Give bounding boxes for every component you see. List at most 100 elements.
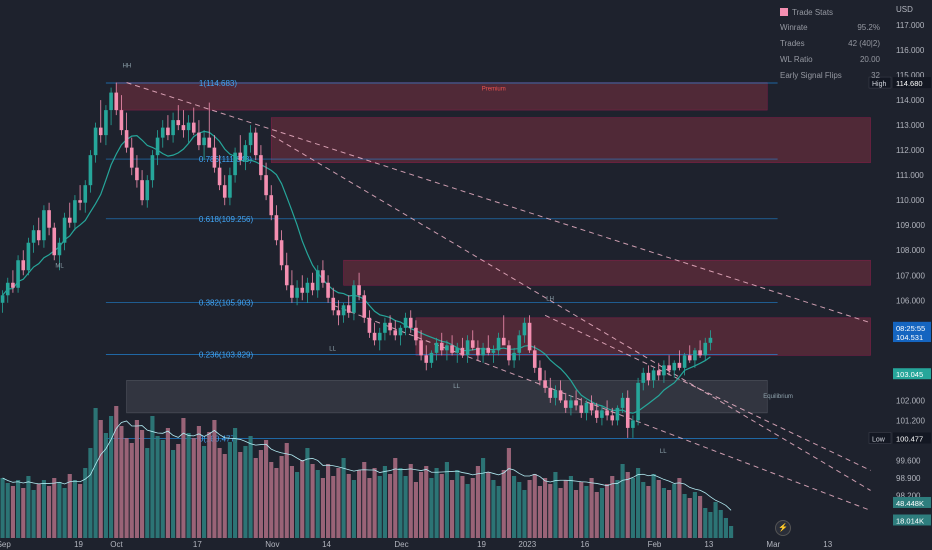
candle-body — [124, 130, 129, 148]
candle-body — [341, 305, 346, 316]
candle-body — [171, 120, 175, 136]
volume-bar — [83, 468, 88, 538]
stat-row-trades: Trades 42 (40|2) — [780, 36, 880, 52]
candle-body — [305, 282, 310, 293]
candle-body — [346, 305, 351, 313]
fib-label-4: 0.236(103.829) — [199, 351, 254, 360]
volume-bar — [661, 488, 666, 538]
volume-bar — [677, 478, 682, 538]
volume-bar — [403, 476, 408, 538]
price-tick-label: 98.900 — [896, 474, 921, 483]
volume-bar — [171, 450, 176, 538]
zone-0 — [115, 82, 768, 111]
zone-1 — [270, 117, 871, 163]
volume-bar — [186, 433, 191, 538]
candle-body — [677, 362, 682, 368]
volume-bar — [305, 448, 310, 538]
candle-body — [605, 410, 609, 416]
candle-body — [222, 185, 227, 198]
badge-tag — [868, 432, 892, 444]
candle-body — [543, 380, 547, 388]
candle-body — [512, 352, 516, 361]
volume-bar — [295, 472, 300, 538]
price-tick-label: 107.000 — [896, 271, 925, 280]
stat-value: 42 (40|2) — [848, 39, 880, 48]
candle-body — [119, 110, 124, 131]
price-tick-label: 99.600 — [896, 456, 921, 465]
candle-body — [450, 345, 454, 353]
candle-body — [253, 132, 258, 156]
candle-body — [414, 327, 418, 341]
ma-line — [2, 130, 711, 414]
badge-value: 100.477 — [896, 434, 923, 443]
candle-body — [135, 167, 139, 181]
candle-body — [465, 340, 470, 356]
volume-bar — [558, 488, 563, 538]
stat-row-winrate: Winrate 95.2% — [780, 20, 880, 36]
candle-body — [57, 242, 62, 256]
volume-bar — [196, 426, 201, 538]
time-tick-label: Sep — [0, 540, 11, 549]
price-axis[interactable]: 117.000 116.000 115.000 114.000 113.000 112.0… — [896, 21, 925, 500]
volume-bar — [460, 476, 465, 538]
candle-body — [698, 350, 702, 356]
candle-body — [558, 390, 563, 401]
volume-bar — [698, 496, 703, 538]
volume-bar — [408, 464, 413, 538]
candle-body — [672, 362, 677, 371]
stat-label: WL Ratio — [780, 55, 813, 64]
volume-bar — [475, 466, 480, 538]
volume-bar — [41, 480, 46, 538]
volume-bar — [605, 484, 610, 538]
candle-body — [315, 270, 320, 291]
candle-body — [259, 155, 263, 176]
time-tick-label: Dec — [394, 540, 408, 549]
candle-body — [248, 132, 253, 146]
badge-value: 103.045 — [896, 370, 923, 379]
stat-label: Early Signal Flips — [780, 71, 842, 80]
volume-bar — [233, 428, 238, 538]
time-axis[interactable]: Sep 19 Oct 17 Nov 14 Dec 19 2023 16 Feb 13 Mar 13 — [0, 540, 833, 549]
candle-body — [408, 317, 413, 328]
volume-bar — [31, 490, 36, 538]
candle-body — [202, 137, 206, 146]
candle-body — [393, 330, 398, 336]
volume-bar — [512, 476, 517, 538]
badge-bg — [893, 331, 931, 343]
candle-body — [274, 215, 279, 241]
volume-bar — [119, 426, 124, 538]
volume-bar — [258, 450, 263, 538]
volume-bar — [594, 492, 599, 538]
volume-bar — [382, 466, 387, 538]
candle-body — [150, 155, 155, 181]
badge-tag — [868, 76, 892, 89]
badge-bg — [893, 432, 931, 444]
candle-body — [424, 355, 429, 363]
candle-body — [67, 217, 72, 223]
volume-ma-line — [2, 420, 732, 511]
volume-bar — [615, 480, 620, 538]
candle-body — [310, 282, 315, 291]
lightning-icon[interactable]: ⚡ — [775, 520, 791, 536]
price-tick-label: 116.000 — [896, 46, 925, 55]
volume-bar — [543, 478, 548, 538]
volume-bar — [248, 436, 253, 538]
candle-body — [687, 355, 692, 361]
volume-bar — [377, 476, 382, 538]
candle-body — [620, 397, 625, 408]
time-tick-label: 17 — [193, 540, 202, 549]
structure-label: ML — [55, 264, 64, 270]
volume-bar — [517, 482, 522, 538]
volume-bar — [300, 460, 305, 538]
candle-body — [610, 415, 615, 421]
candle-body — [682, 355, 687, 368]
price-tick-label: 101.200 — [896, 416, 925, 425]
candle-body — [641, 372, 646, 383]
volume-bar — [548, 484, 553, 538]
volume-bar — [134, 420, 139, 538]
volume-bar — [155, 436, 160, 538]
time-tick-label: 19 — [477, 540, 486, 549]
badge-value: 114.680 — [896, 79, 923, 88]
structure-label: LH — [546, 296, 554, 302]
